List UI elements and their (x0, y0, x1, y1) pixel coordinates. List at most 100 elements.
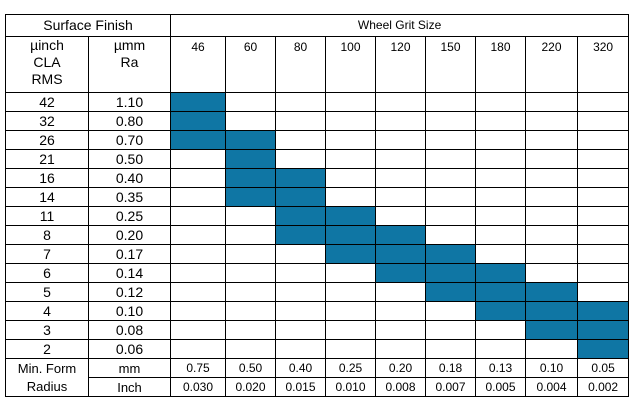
radius-inch-cell: 0.008 (375, 377, 427, 397)
umm-cell: 0.20 (87, 225, 172, 245)
grit-cell (577, 282, 630, 302)
uinch-cell: 8 (5, 225, 89, 245)
radius-mm-cell: 0.40 (275, 358, 327, 378)
uinch-cell: 6 (5, 263, 89, 283)
grit-cell-highlighted (275, 168, 327, 188)
grit-header-100: 100 (325, 36, 377, 93)
table-row: 2 0.06 (5, 339, 630, 359)
grit-cell-highlighted (325, 244, 377, 264)
grit-cell (170, 320, 227, 340)
grit-cell (325, 111, 377, 131)
grit-cell (475, 130, 527, 150)
radius-mm-cell: 0.75 (170, 358, 227, 378)
grit-cell (525, 244, 579, 264)
radius-mm-cell: 0.10 (525, 358, 579, 378)
umm-cell: 0.12 (87, 282, 172, 302)
radius-inch-cell: 0.007 (425, 377, 477, 397)
umm-cell: 0.08 (87, 320, 172, 340)
radius-mm-cell: 0.50 (225, 358, 277, 378)
grit-cell (275, 339, 327, 359)
grit-cell (525, 263, 579, 283)
grit-cell (225, 282, 277, 302)
grit-cell-highlighted (325, 225, 377, 245)
grit-cell (275, 244, 327, 264)
grit-cell-highlighted (525, 301, 579, 321)
grit-cell (325, 92, 377, 112)
radius-mm-cell: 0.20 (375, 358, 427, 378)
grit-cell (375, 206, 427, 226)
uinch-cell: 42 (5, 92, 89, 112)
grit-header-180: 180 (475, 36, 527, 93)
umm-cell: 0.50 (87, 149, 172, 169)
uinch-cell: 7 (5, 244, 89, 264)
grit-cell-highlighted (577, 339, 630, 359)
wheel-grit-size-header: Wheel Grit Size (170, 14, 630, 37)
grit-cell (225, 111, 277, 131)
grit-cell-highlighted (375, 225, 427, 245)
grit-cell (275, 320, 327, 340)
radius-inch-cell: 0.015 (275, 377, 327, 397)
grit-cell (375, 92, 427, 112)
grit-cell-highlighted (375, 263, 427, 283)
grit-cell (425, 206, 477, 226)
umm-header: µmm Ra (87, 36, 172, 93)
grit-cell (525, 92, 579, 112)
grit-cell (475, 168, 527, 188)
table-row: 7 0.17 (5, 244, 630, 264)
grit-cell (325, 282, 377, 302)
radius-inch-cell: 0.020 (225, 377, 277, 397)
umm-cell: 0.10 (87, 301, 172, 321)
grit-cell-highlighted (425, 282, 477, 302)
grit-cell (525, 225, 579, 245)
table-row: 5 0.12 (5, 282, 630, 302)
radius-mm-cell: 0.13 (475, 358, 527, 378)
grit-cell (525, 168, 579, 188)
grit-cell (577, 111, 630, 131)
grit-cell (525, 111, 579, 131)
grit-cell-highlighted (425, 244, 477, 264)
uinch-header: µinch CLA RMS (5, 36, 89, 93)
uinch-cell: 11 (5, 206, 89, 226)
radius-inch-cell: 0.005 (475, 377, 527, 397)
grit-cell (375, 282, 427, 302)
grit-cell (225, 225, 277, 245)
grit-cell (577, 130, 630, 150)
radius-inch-cell: 0.004 (525, 377, 579, 397)
grit-cell-highlighted (577, 301, 630, 321)
grit-header-60: 60 (225, 36, 277, 93)
grit-cell (225, 244, 277, 264)
grit-cell (375, 168, 427, 188)
umm-cell: 0.40 (87, 168, 172, 188)
grit-cell (275, 263, 327, 283)
radius-inch-cell: 0.010 (325, 377, 377, 397)
grit-cell (375, 111, 427, 131)
radius-label: Radius (5, 377, 89, 397)
grit-cell (225, 206, 277, 226)
table-row: 11 0.25 (5, 206, 630, 226)
uinch-cell: 32 (5, 111, 89, 131)
uinch-cell: 2 (5, 339, 89, 359)
grit-cell-highlighted (225, 130, 277, 150)
grit-cell (425, 130, 477, 150)
grit-cell (325, 187, 377, 207)
grit-cell (170, 263, 227, 283)
grit-cell (475, 320, 527, 340)
umm-cell: 0.80 (87, 111, 172, 131)
grit-cell (170, 244, 227, 264)
radius-mm-cell: 0.18 (425, 358, 477, 378)
min-form-label: Min. Form (5, 358, 89, 378)
grit-header-120: 120 (375, 36, 427, 93)
grit-cell (525, 339, 579, 359)
grit-cell (425, 339, 477, 359)
grit-cell (475, 244, 527, 264)
grit-cell (475, 225, 527, 245)
grit-cell (170, 339, 227, 359)
grit-cell (170, 168, 227, 188)
table-row: 42 1.10 (5, 92, 630, 112)
grit-cell (170, 206, 227, 226)
grit-cell-highlighted (170, 92, 227, 112)
uinch-cell: 26 (5, 130, 89, 150)
grit-cell (170, 301, 227, 321)
grit-cell (475, 206, 527, 226)
radius-inch-cell: 0.002 (577, 377, 630, 397)
